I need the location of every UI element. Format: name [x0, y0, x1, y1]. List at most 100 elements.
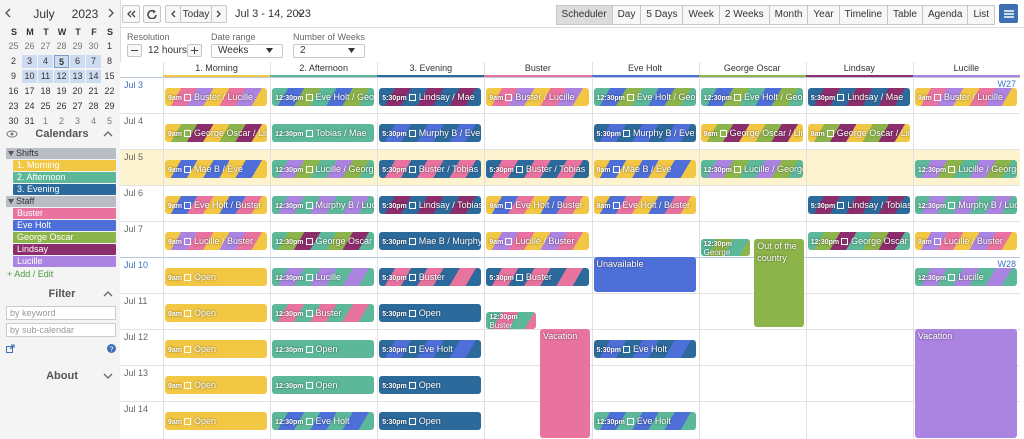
export-icon[interactable] — [6, 344, 15, 353]
event[interactable]: 12:30pm Buster — [486, 312, 536, 329]
day[interactable]: 18 — [40, 86, 51, 96]
event[interactable]: 12:30pm George Oscar / Lindsay — [807, 232, 910, 250]
event[interactable]: 12:30pm Buster — [272, 304, 375, 322]
event[interactable]: 9am George Oscar / Lindsay — [165, 124, 268, 142]
event[interactable]: 9am George Oscar / Lindsay — [700, 124, 803, 142]
calendar-item[interactable]: 3. Evening — [13, 184, 116, 195]
date-range-select[interactable]: Weeks — [211, 44, 283, 58]
day[interactable]: 30 — [8, 116, 19, 126]
day[interactable]: 13 — [70, 70, 85, 83]
event[interactable]: 5:30pm Lindsay / Tobias — [379, 196, 482, 214]
refresh[interactable] — [143, 5, 161, 23]
event[interactable]: Out of the country — [754, 239, 804, 327]
event[interactable]: 5:30pm Buster — [486, 268, 589, 286]
view-button[interactable]: Table — [887, 5, 923, 25]
event[interactable]: 5:30pm Buster / Tobias — [486, 160, 589, 178]
event[interactable]: Vacation — [914, 329, 1017, 438]
day[interactable]: 17 — [24, 86, 35, 96]
event[interactable]: 9am Lucille / Buster — [165, 232, 268, 250]
day[interactable]: 4 — [90, 116, 96, 126]
day[interactable]: 26 — [24, 41, 35, 51]
keyword-input[interactable]: by keyword — [6, 306, 116, 320]
subcalendar-select[interactable]: by sub-calendar — [6, 323, 116, 337]
event[interactable]: 5:30pm Buster — [379, 268, 482, 286]
event[interactable]: 5:30pm Open — [379, 304, 482, 322]
view-button[interactable]: Day — [611, 5, 642, 25]
calendar-item[interactable]: George Oscar — [13, 232, 116, 243]
prev-month[interactable] — [4, 8, 12, 18]
day[interactable]: 27 — [40, 41, 51, 51]
date-range-title[interactable]: Jul 3 - 14, 2023 — [235, 8, 311, 20]
event[interactable]: 9am Mae B / Eve — [165, 160, 268, 178]
event[interactable]: 5:30pm Eve Holt — [379, 340, 482, 358]
event[interactable]: 12:30pm Lucille — [914, 268, 1017, 286]
year-label[interactable]: 2023 — [71, 7, 99, 21]
view-button[interactable]: Week — [682, 5, 720, 25]
day[interactable]: 28 — [88, 101, 99, 111]
view-button[interactable]: Month — [768, 5, 809, 25]
event[interactable]: 9am Lucille / Buster — [486, 232, 589, 250]
day[interactable]: 4 — [38, 55, 53, 68]
day[interactable]: 5 — [54, 55, 69, 68]
view-button[interactable]: Year — [807, 5, 840, 25]
expand-about[interactable] — [103, 373, 113, 380]
day[interactable]: 9 — [10, 71, 16, 81]
calendar-item[interactable]: Lucille — [13, 256, 116, 267]
event[interactable]: 9am Open — [165, 376, 268, 394]
day[interactable]: 21 — [88, 86, 99, 96]
view-button[interactable]: Scheduler — [555, 5, 613, 25]
event[interactable]: 9am Eve Holt / Buster — [486, 196, 589, 214]
event[interactable]: 12:30pm Open — [272, 340, 375, 358]
event[interactable]: 12:30pm Lucille / George — [914, 160, 1017, 178]
event[interactable]: 5:30pm Lindsay / Tobias — [807, 196, 910, 214]
event[interactable]: 5:30pm Murphy B / Eve — [379, 124, 482, 142]
view-button[interactable]: 2 Weeks — [718, 5, 770, 25]
calendar-item[interactable]: Eve Holt — [13, 220, 116, 231]
day[interactable]: 26 — [56, 101, 67, 111]
event[interactable]: 9am Eve Holt / Buster — [165, 196, 268, 214]
event[interactable]: 9am Buster / Lucille — [165, 88, 268, 106]
event[interactable]: 5:30pm Lindsay / Mae — [379, 88, 482, 106]
next[interactable] — [211, 5, 227, 23]
calendar-item[interactable]: Buster — [13, 208, 116, 219]
day[interactable]: 16 — [8, 86, 19, 96]
resolution-plus[interactable] — [187, 44, 202, 57]
day[interactable]: 29 — [104, 101, 115, 111]
event[interactable]: 5:30pm Buster / Tobias — [379, 160, 482, 178]
event[interactable]: 5:30pm Open — [379, 376, 482, 394]
event[interactable]: 5:30pm Open — [379, 412, 482, 430]
calendar-group[interactable]: Shifts — [6, 148, 116, 159]
event[interactable]: 12:30pm Lucille / George — [700, 160, 803, 178]
day[interactable]: 7 — [86, 55, 101, 68]
event[interactable]: 12:30pm George Oscar / Lindsay — [272, 232, 375, 250]
event[interactable]: 9am George Oscar / Lindsay — [807, 124, 910, 142]
day[interactable]: 1 — [42, 116, 48, 126]
day[interactable]: 19 — [56, 86, 67, 96]
event[interactable]: 9am Lucille / Buster — [914, 232, 1017, 250]
collapse-calendars[interactable] — [103, 130, 113, 137]
menu-button[interactable] — [999, 4, 1018, 23]
eye-icon[interactable] — [6, 130, 18, 138]
back-far[interactable] — [122, 5, 140, 23]
day[interactable]: 10 — [22, 70, 37, 83]
event[interactable]: 12:30pm Eve Holt — [593, 412, 696, 430]
day[interactable]: 8 — [106, 56, 112, 66]
day[interactable]: 20 — [72, 86, 83, 96]
prev[interactable] — [165, 5, 181, 23]
event[interactable]: 9am Mae B / Eve — [593, 160, 696, 178]
day[interactable]: 3 — [22, 55, 37, 68]
event[interactable]: 9am Open — [165, 304, 268, 322]
event[interactable]: 12:30pm Eve Holt / George — [593, 88, 696, 106]
day[interactable]: 30 — [88, 41, 99, 51]
day[interactable]: 6 — [70, 55, 85, 68]
day[interactable]: 14 — [86, 70, 101, 83]
event[interactable]: 9am Open — [165, 340, 268, 358]
day[interactable]: 27 — [72, 101, 83, 111]
calendar-item[interactable]: 2. Afternoon — [13, 172, 116, 183]
calendar-item[interactable]: 1. Morning — [13, 160, 116, 171]
event[interactable]: 9am Open — [165, 268, 268, 286]
add-edit[interactable]: + Add / Edit — [7, 269, 54, 279]
day[interactable]: 3 — [74, 116, 80, 126]
next-month[interactable] — [107, 8, 115, 18]
view-button[interactable]: Agenda — [921, 5, 969, 25]
